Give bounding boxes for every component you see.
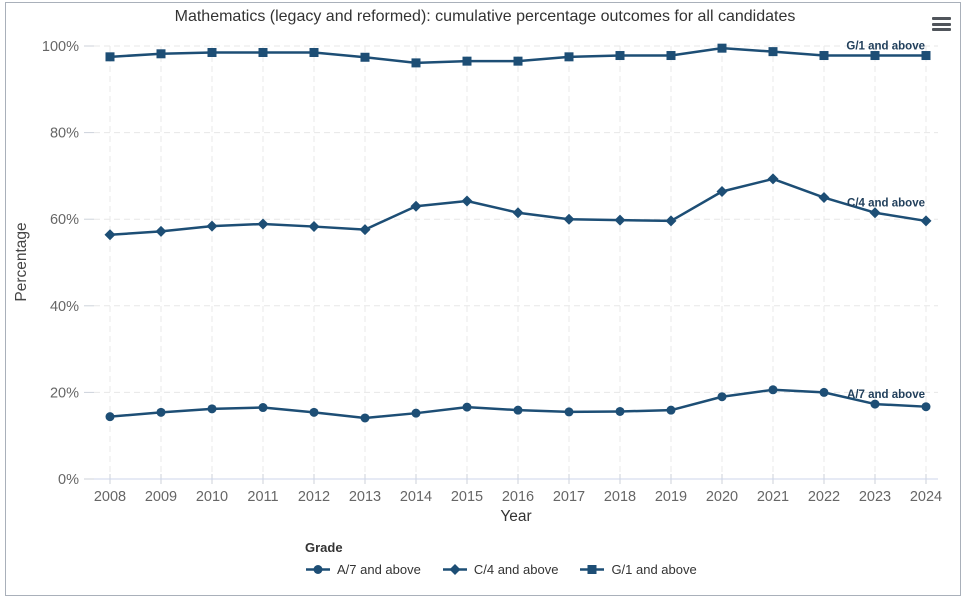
data-point-c-4-and-above[interactable] (512, 207, 524, 219)
legend-item-a7-and-above[interactable]: A/7 and above (305, 562, 421, 577)
x-tick-label: 2013 (349, 489, 381, 505)
data-point-a-7-and-above[interactable] (462, 402, 472, 412)
data-point-a-7-and-above[interactable] (717, 392, 727, 402)
data-point-g-1-and-above[interactable] (768, 47, 778, 57)
data-point-c-4-and-above[interactable] (665, 215, 677, 227)
data-point-c-4-and-above[interactable] (104, 229, 116, 241)
data-point-a-7-and-above[interactable] (819, 387, 829, 397)
data-point-g-1-and-above[interactable] (666, 51, 676, 61)
data-point-g-1-and-above[interactable] (105, 52, 115, 62)
x-tick-label: 2014 (400, 489, 432, 505)
data-point-g-1-and-above[interactable] (207, 47, 217, 57)
legend-item-label: C/4 and above (473, 562, 559, 577)
x-tick-label: 2019 (655, 489, 687, 505)
data-point-g-1-and-above[interactable] (717, 43, 727, 53)
data-point-g-1-and-above[interactable] (258, 47, 268, 57)
x-tick-label: 2017 (553, 489, 585, 505)
data-point-c-4-and-above[interactable] (818, 192, 830, 204)
x-tick-label: 2008 (94, 489, 126, 505)
hamburger-icon (932, 22, 951, 26)
chart-frame (5, 2, 961, 596)
y-axis-title: Percentage (13, 222, 30, 302)
chart-export-menu-button[interactable] (926, 10, 958, 38)
y-tick-label: 60% (50, 212, 79, 228)
circle-marker-icon (306, 565, 330, 574)
data-point-a-7-and-above[interactable] (870, 399, 880, 409)
x-tick-label: 2020 (706, 489, 738, 505)
x-tick-label: 2023 (859, 489, 891, 505)
data-point-a-7-and-above[interactable] (156, 407, 166, 417)
data-point-g-1-and-above[interactable] (309, 47, 319, 57)
legend-title: Grade (305, 540, 343, 555)
data-point-a-7-and-above[interactable] (411, 408, 421, 418)
data-point-g-1-and-above[interactable] (462, 56, 472, 66)
square-marker-icon (580, 565, 605, 574)
data-point-c-4-and-above[interactable] (767, 173, 779, 185)
y-tick-label: 80% (50, 126, 79, 142)
data-point-a-7-and-above[interactable] (309, 407, 319, 417)
data-point-g-1-and-above[interactable] (513, 56, 523, 66)
x-tick-label: 2011 (247, 489, 278, 505)
data-point-g-1-and-above[interactable] (411, 58, 421, 68)
x-tick-label: 2010 (196, 489, 228, 505)
series-label-g-1-and-above: G/1 and above (846, 41, 925, 53)
data-point-c-4-and-above[interactable] (155, 225, 167, 237)
y-tick-label: 100% (42, 39, 79, 55)
data-point-c-4-and-above[interactable] (716, 185, 728, 197)
y-tick-label: 20% (50, 385, 79, 401)
data-point-c-4-and-above[interactable] (359, 224, 371, 236)
data-point-c-4-and-above[interactable] (410, 200, 422, 212)
legend-item-label: A/7 and above (337, 562, 421, 577)
data-point-a-7-and-above[interactable] (513, 405, 523, 415)
y-tick-label: 0% (58, 472, 79, 488)
data-point-g-1-and-above[interactable] (921, 51, 931, 61)
data-point-g-1-and-above[interactable] (615, 51, 625, 61)
plot-area: 2008 2009 2010 2011 2012 2013 2014 2015 2016 2017… (42, 39, 942, 505)
data-point-a-7-and-above[interactable] (666, 405, 676, 415)
data-point-g-1-and-above[interactable] (564, 52, 574, 62)
legend: Grade A/7 and above C/4 and above G/1 an… (305, 540, 697, 577)
x-tick-label: 2016 (502, 489, 534, 505)
data-point-a-7-and-above[interactable] (564, 407, 574, 417)
y-tick-label: 40% (50, 299, 79, 315)
hamburger-icon (932, 28, 951, 31)
diamond-marker-icon (442, 564, 467, 575)
data-point-c-4-and-above[interactable] (869, 207, 881, 219)
x-tick-label: 2024 (910, 489, 942, 505)
data-point-a-7-and-above[interactable] (207, 404, 217, 414)
data-point-a-7-and-above[interactable] (768, 385, 778, 395)
data-point-g-1-and-above[interactable] (870, 51, 880, 61)
data-point-c-4-and-above[interactable] (308, 221, 320, 233)
hamburger-icon (932, 17, 951, 20)
data-point-g-1-and-above[interactable] (819, 51, 829, 61)
x-tick-label: 2021 (757, 489, 789, 505)
data-point-a-7-and-above[interactable] (921, 402, 931, 412)
data-point-c-4-and-above[interactable] (461, 195, 473, 207)
data-point-c-4-and-above[interactable] (563, 213, 575, 225)
legend-items: A/7 and above C/4 and above G/1 and abov… (305, 562, 697, 577)
data-point-c-4-and-above[interactable] (614, 214, 626, 226)
chart-title: Mathematics (legacy and reformed): cumul… (174, 8, 796, 25)
data-point-c-4-and-above[interactable] (257, 218, 269, 230)
x-tick-label: 2015 (451, 489, 483, 505)
legend-item-c4-and-above[interactable]: C/4 and above (442, 562, 559, 577)
data-point-g-1-and-above[interactable] (360, 52, 370, 62)
x-tick-label: 2022 (808, 489, 840, 505)
data-point-a-7-and-above[interactable] (105, 412, 115, 422)
x-tick-label: 2009 (145, 489, 177, 505)
x-tick-label: 2012 (298, 489, 330, 505)
legend-item-g1-and-above[interactable]: G/1 and above (579, 562, 697, 577)
series-label-c-4-and-above: C/4 and above (847, 198, 925, 210)
data-point-g-1-and-above[interactable] (156, 49, 166, 59)
data-point-c-4-and-above[interactable] (920, 215, 932, 227)
legend-item-label: G/1 and above (611, 562, 697, 577)
data-point-a-7-and-above[interactable] (615, 406, 625, 416)
x-tick-label: 2018 (604, 489, 636, 505)
data-point-a-7-and-above[interactable] (258, 403, 268, 413)
data-point-a-7-and-above[interactable] (360, 413, 370, 423)
series-label-a-7-and-above: A/7 and above (847, 389, 925, 401)
x-axis-title: Year (500, 508, 532, 525)
data-point-c-4-and-above[interactable] (206, 220, 218, 232)
